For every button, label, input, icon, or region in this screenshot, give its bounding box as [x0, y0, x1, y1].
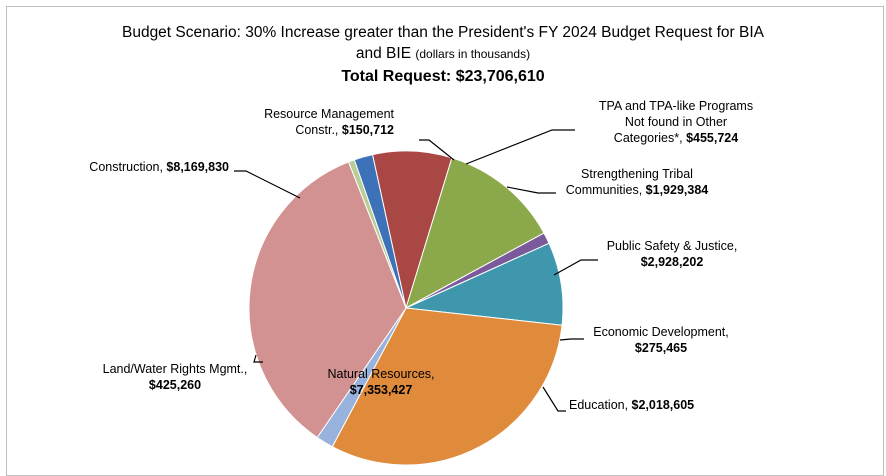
leader-line: [542, 386, 566, 412]
leader-line: [234, 170, 301, 199]
pie-slice: [404, 242, 564, 326]
slice-label-value: $8,169,830: [163, 160, 229, 174]
slice-label-name: TPA and TPA-like Programs: [599, 99, 753, 113]
pie-chart: Resource Management Constr., $150,712 TPA …: [89, 99, 753, 465]
slice-label-name: Strengthening Tribal: [581, 167, 693, 181]
slice-label: Construction, $8,169,830: [89, 160, 229, 174]
slice-label: Education, $2,018,605: [569, 398, 694, 412]
slice-label-name: Resource Management: [264, 107, 394, 121]
chart-title-line2-text: and BIE: [355, 45, 412, 62]
slice-label-name: Natural Resources,: [328, 367, 435, 381]
slice-label-value: $425,260: [149, 378, 201, 392]
leader-lines: [234, 129, 598, 412]
slice-label: Land/Water Rights Mgmt., $425,260: [103, 362, 248, 392]
slice-label: Economic Development, $275,465: [593, 325, 728, 355]
slice-label-name: Constr.,: [295, 123, 338, 137]
slice-label-name: Communities,: [566, 183, 642, 197]
leader-line: [553, 259, 598, 276]
slice-label: Natural Resources, $7,353,427: [328, 367, 435, 397]
chart-title-line2: and BIE (dollars in thousands): [0, 45, 886, 63]
slice-label-value: $275,465: [635, 341, 687, 355]
slice-label: Public Safety & Justice, $2,928,202: [607, 239, 738, 269]
slice-label-name: Education,: [569, 398, 628, 412]
total-request: Total Request: $23,706,610: [0, 68, 886, 86]
slice-label-name: Construction,: [89, 160, 163, 174]
leader-line: [419, 139, 455, 161]
data-labels: Resource Management Constr., $150,712 TPA …: [89, 99, 753, 412]
pie-slice: [248, 161, 407, 439]
slice-label-value: $2,018,605: [628, 398, 694, 412]
pie-slices: [248, 150, 564, 465]
total-value: $23,706,610: [455, 68, 545, 85]
slice-label-name: Economic Development,: [593, 325, 728, 339]
slice-label-value: $1,929,384: [642, 183, 708, 197]
units-note: (dollars in thousands): [415, 47, 531, 61]
slice-label-name: Public Safety & Justice,: [607, 239, 738, 253]
slice-label-name: Categories*,: [614, 131, 683, 145]
slice-label: Resource Management Constr., $150,712: [264, 107, 394, 137]
leader-line: [506, 186, 556, 194]
slice-label-value: $7,353,427: [350, 383, 413, 397]
slice-label: Strengthening Tribal Communities, $1,929,…: [566, 167, 709, 197]
slice-label-value: $455,724: [683, 131, 739, 145]
leader-line: [559, 338, 584, 341]
chart-title: Budget Scenario: 30% Increase greater th…: [121, 24, 765, 41]
pie-slice: [331, 307, 563, 465]
leader-line: [253, 354, 263, 363]
leader-line: [465, 129, 575, 165]
slice-label: TPA and TPA-like Programs Not found in Ot…: [599, 99, 753, 145]
slice-label-value: $150,712: [338, 123, 394, 137]
pie-slice: [405, 157, 545, 310]
total-label: Total Request:: [341, 68, 452, 85]
slice-label-name: Land/Water Rights Mgmt.,: [103, 362, 248, 376]
slice-label-value: $2,928,202: [641, 255, 704, 269]
slice-label-name: Not found in Other: [625, 115, 727, 129]
